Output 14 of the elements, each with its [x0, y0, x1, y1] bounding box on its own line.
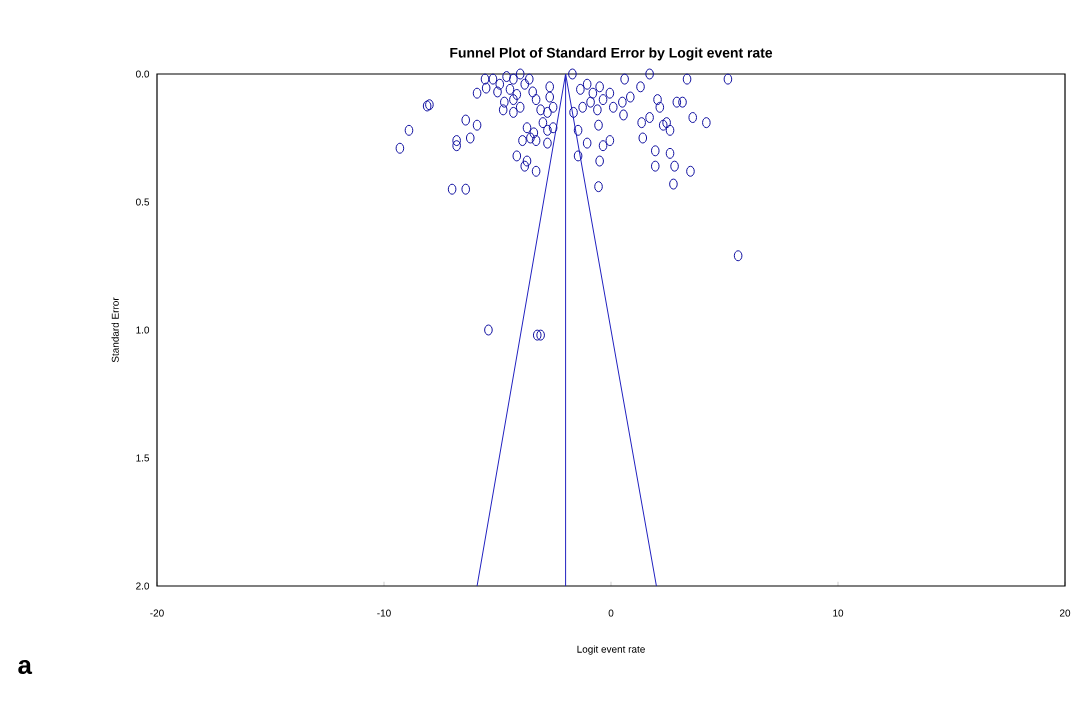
y-axis-title: Standard Error: [111, 297, 119, 363]
y-tick-label: 0.0: [136, 70, 150, 78]
y-tick-label: 0.5: [136, 198, 150, 206]
y-tick-label: 1.5: [136, 454, 150, 462]
x-tick-label: -10: [377, 609, 391, 617]
text: a: [18, 659, 33, 675]
y-tick-label: 2.0: [136, 582, 150, 590]
x-tick-label: -20: [150, 609, 164, 617]
x-tick-label: 0: [608, 609, 614, 617]
x-tick-label: 10: [833, 609, 844, 617]
y-tick-label: 1.0: [136, 326, 150, 334]
chart-title: Funnel Plot of Standard Error by Logit event rate: [450, 47, 773, 61]
x-axis-title: Logit event rate: [577, 645, 645, 655]
x-tick-label: 20: [1059, 609, 1071, 617]
